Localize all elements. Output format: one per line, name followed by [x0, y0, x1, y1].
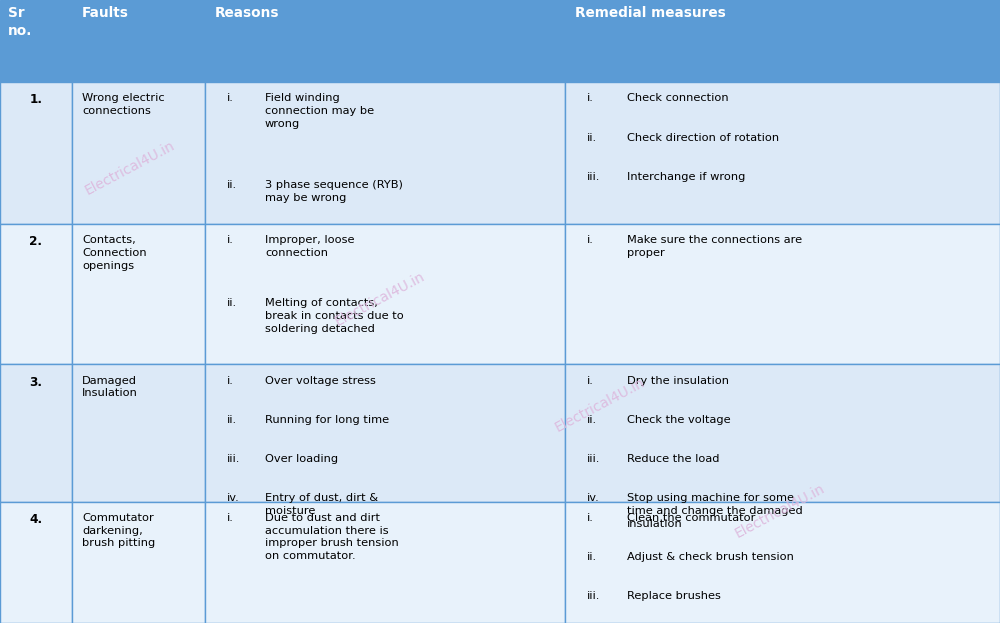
Text: iii.: iii.	[587, 172, 600, 182]
Text: 1.: 1.	[30, 93, 42, 107]
Text: Wrong electric
connections: Wrong electric connections	[82, 93, 165, 117]
Text: Reasons: Reasons	[215, 6, 280, 20]
Text: Remedial measures: Remedial measures	[575, 6, 726, 20]
Text: Field winding
connection may be
wrong: Field winding connection may be wrong	[265, 93, 374, 129]
Bar	[565, 502, 1000, 623]
Text: iii.: iii.	[587, 454, 600, 464]
Text: Check the voltage: Check the voltage	[627, 415, 731, 425]
Text: 2.: 2.	[30, 235, 42, 249]
Text: ii.: ii.	[587, 552, 597, 562]
Text: Interchange if wrong: Interchange if wrong	[627, 172, 745, 182]
Text: 3.: 3.	[30, 376, 42, 389]
Text: iv.: iv.	[227, 493, 240, 503]
Bar	[565, 364, 1000, 502]
Text: Check connection: Check connection	[627, 93, 729, 103]
Text: Over loading: Over loading	[265, 454, 338, 464]
Text: Improper, loose
connection: Improper, loose connection	[265, 235, 354, 259]
Bar	[205, 502, 565, 623]
Bar	[72, 82, 205, 224]
Bar	[565, 0, 1000, 82]
Text: iv.: iv.	[587, 493, 600, 503]
Text: Over voltage stress: Over voltage stress	[265, 376, 376, 386]
Text: 4.: 4.	[29, 513, 43, 526]
Text: iii.: iii.	[587, 591, 600, 601]
Text: ii.: ii.	[227, 298, 237, 308]
Text: Adjust & check brush tension: Adjust & check brush tension	[627, 552, 794, 562]
Bar	[205, 82, 565, 224]
Text: Faults: Faults	[82, 6, 129, 20]
Text: Stop using machine for some
time and change the damaged
insulation: Stop using machine for some time and cha…	[627, 493, 803, 529]
Text: ii.: ii.	[587, 415, 597, 425]
Text: Dry the insulation: Dry the insulation	[627, 376, 729, 386]
Bar	[0, 502, 72, 623]
Text: Due to dust and dirt
accumulation there is
improper brush tension
on commutator.: Due to dust and dirt accumulation there …	[265, 513, 399, 561]
Bar	[72, 0, 205, 82]
Text: Contacts,
Connection
openings: Contacts, Connection openings	[82, 235, 147, 271]
Bar	[565, 224, 1000, 364]
Bar	[72, 224, 205, 364]
Text: Melting of contacts,
break in contacts due to
soldering detached: Melting of contacts, break in contacts d…	[265, 298, 404, 334]
Bar	[0, 82, 72, 224]
Text: i.: i.	[227, 376, 234, 386]
Text: i.: i.	[587, 376, 594, 386]
Text: Replace brushes: Replace brushes	[627, 591, 721, 601]
Text: 3 phase sequence (RYB)
may be wrong: 3 phase sequence (RYB) may be wrong	[265, 180, 403, 203]
Text: Damaged
Insulation: Damaged Insulation	[82, 376, 138, 399]
Bar	[565, 82, 1000, 224]
Text: ii.: ii.	[227, 180, 237, 190]
Bar	[205, 224, 565, 364]
Text: Commutator
darkening,
brush pitting: Commutator darkening, brush pitting	[82, 513, 155, 548]
Bar	[205, 0, 565, 82]
Bar	[0, 0, 72, 82]
Bar	[0, 224, 72, 364]
Text: Electrical4U.in: Electrical4U.in	[83, 138, 177, 198]
Text: i.: i.	[587, 513, 594, 523]
Bar	[72, 502, 205, 623]
Text: iii.: iii.	[227, 454, 240, 464]
Text: i.: i.	[227, 235, 234, 245]
Text: i.: i.	[587, 235, 594, 245]
Text: Clean the commutator: Clean the commutator	[627, 513, 755, 523]
Text: Sr
no.: Sr no.	[8, 6, 32, 37]
Bar	[0, 364, 72, 502]
Text: Electrical4U.in: Electrical4U.in	[333, 269, 427, 329]
Text: Electrical4U.in: Electrical4U.in	[733, 481, 827, 541]
Text: i.: i.	[587, 93, 594, 103]
Text: Reduce the load: Reduce the load	[627, 454, 720, 464]
Text: i.: i.	[227, 513, 234, 523]
Text: Running for long time: Running for long time	[265, 415, 389, 425]
Text: ii.: ii.	[227, 415, 237, 425]
Bar	[205, 364, 565, 502]
Text: Make sure the connections are
proper: Make sure the connections are proper	[627, 235, 802, 259]
Text: Check direction of rotation: Check direction of rotation	[627, 133, 779, 143]
Text: Entry of dust, dirt &
moisture: Entry of dust, dirt & moisture	[265, 493, 378, 516]
Bar	[72, 364, 205, 502]
Text: i.: i.	[227, 93, 234, 103]
Text: Electrical4U.in: Electrical4U.in	[553, 375, 647, 435]
Text: ii.: ii.	[587, 133, 597, 143]
